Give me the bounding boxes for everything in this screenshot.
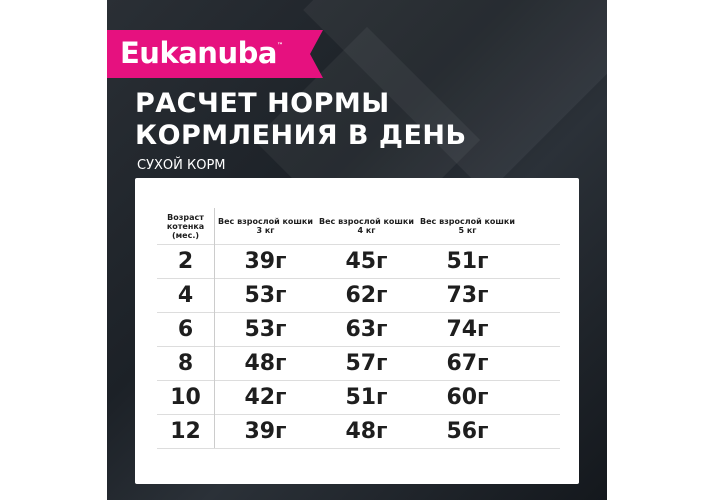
header-age: Возраст котенка (мес.) xyxy=(157,208,215,245)
amount-cell: 73г xyxy=(417,278,518,313)
row-spacer xyxy=(518,414,560,449)
title-line-2: КОРМЛЕНИЯ В ДЕНЬ xyxy=(135,120,467,151)
table-header-row: Возраст котенка (мес.) Вес взрослой кошк… xyxy=(157,208,560,245)
amount-cell: 57г xyxy=(316,346,417,381)
amount-cell: 74г xyxy=(417,312,518,347)
amount-cell: 42г xyxy=(214,380,316,415)
age-cell: 4 xyxy=(157,278,215,313)
table-row: 8 48г 57г 67г xyxy=(157,346,560,381)
table-row: 4 53г 62г 73г xyxy=(157,278,560,313)
feeding-table: Возраст котенка (мес.) Вес взрослой кошк… xyxy=(157,208,560,449)
age-cell: 12 xyxy=(157,414,215,449)
amount-cell: 62г xyxy=(316,278,417,313)
header-4kg: Вес взрослой кошки 4 кг xyxy=(319,217,414,235)
header-3kg: Вес взрослой кошки 3 кг xyxy=(218,217,313,235)
feeding-table-card: Возраст котенка (мес.) Вес взрослой кошк… xyxy=(135,178,579,484)
row-spacer xyxy=(518,380,560,415)
age-cell: 2 xyxy=(157,244,215,279)
table-row: 2 39г 45г 51г xyxy=(157,244,560,279)
amount-cell: 67г xyxy=(417,346,518,381)
age-cell: 6 xyxy=(157,312,215,347)
row-spacer xyxy=(518,278,560,313)
row-spacer xyxy=(518,312,560,347)
amount-cell: 56г xyxy=(417,414,518,449)
amount-cell: 60г xyxy=(417,380,518,415)
amount-cell: 51г xyxy=(316,380,417,415)
table-row: 10 42г 51г 60г xyxy=(157,380,560,415)
row-spacer xyxy=(518,244,560,279)
amount-cell: 48г xyxy=(316,414,417,449)
table-row: 12 39г 48г 56г xyxy=(157,414,560,449)
brand-banner xyxy=(107,30,323,78)
amount-cell: 53г xyxy=(214,312,316,347)
amount-cell: 39г xyxy=(214,244,316,279)
subtitle: СУХОЙ КОРМ xyxy=(137,158,226,173)
table-row: 6 53г 63г 74г xyxy=(157,312,560,347)
age-cell: 8 xyxy=(157,346,215,381)
header-spacer xyxy=(518,208,560,245)
amount-cell: 63г xyxy=(316,312,417,347)
amount-cell: 48г xyxy=(214,346,316,381)
amount-cell: 45г xyxy=(316,244,417,279)
amount-cell: 51г xyxy=(417,244,518,279)
header-5kg: Вес взрослой кошки 5 кг xyxy=(420,217,515,235)
page-title: РАСЧЕТ НОРМЫ КОРМЛЕНИЯ В ДЕНЬ xyxy=(135,88,467,152)
amount-cell: 39г xyxy=(214,414,316,449)
title-line-1: РАСЧЕТ НОРМЫ xyxy=(135,88,390,119)
row-spacer xyxy=(518,346,560,381)
amount-cell: 53г xyxy=(214,278,316,313)
age-cell: 10 xyxy=(157,380,215,415)
brand-logo: Eukanuba™ xyxy=(120,36,283,70)
